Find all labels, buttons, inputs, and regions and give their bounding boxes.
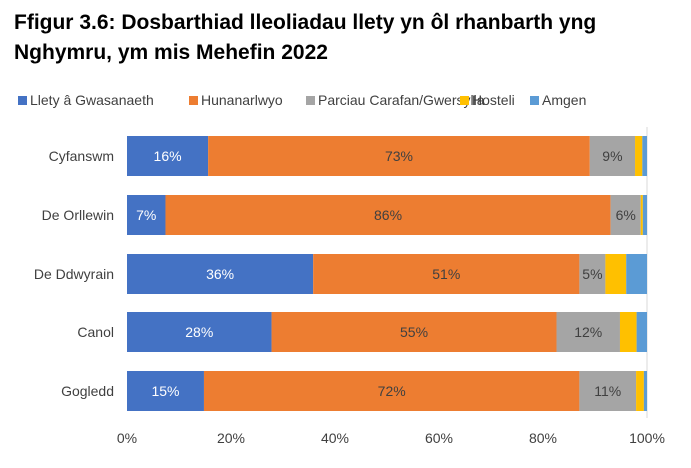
legend-swatch	[18, 96, 27, 105]
legend-label: Amgen	[542, 92, 586, 108]
bar-segment	[165, 195, 611, 235]
bar-segment	[208, 136, 590, 176]
x-tick-label: 0%	[117, 430, 137, 446]
data-label: 28%	[185, 324, 213, 340]
bar-segment	[127, 371, 204, 411]
data-label: 11%	[594, 383, 621, 399]
legend-label: Hunanarlwyo	[201, 92, 283, 108]
data-label: 9%	[602, 148, 622, 164]
bar-segment	[643, 371, 647, 411]
category-label: De Orllewin	[42, 207, 114, 223]
bar-segment	[635, 136, 643, 176]
category-label: De Ddwyrain	[34, 266, 114, 282]
category-label: Canol	[77, 324, 114, 340]
bar-segment	[619, 312, 637, 352]
data-label: 73%	[385, 148, 413, 164]
bar-segment	[271, 312, 557, 352]
bar-segment	[640, 195, 643, 235]
legend-label: Llety â Gwasanaeth	[30, 92, 154, 108]
category-label: Cyfanswm	[49, 148, 114, 164]
bar-segment	[636, 371, 644, 411]
bar-segment	[589, 136, 636, 176]
bar-segment	[642, 195, 647, 235]
legend-swatch	[189, 96, 198, 105]
data-label: 72%	[378, 383, 406, 399]
bar-segment	[127, 312, 272, 352]
bar-segment	[642, 136, 647, 176]
bar-segment	[313, 254, 580, 294]
bar-segment	[626, 254, 647, 294]
bar-segment	[203, 371, 580, 411]
bar-segment	[127, 254, 314, 294]
data-label: 7%	[136, 207, 156, 223]
bar-segment	[556, 312, 620, 352]
bar-segment	[579, 371, 637, 411]
data-label: 36%	[206, 266, 234, 282]
data-label: 15%	[151, 383, 179, 399]
legend-swatch	[306, 96, 315, 105]
chart-title: Ffigur 3.6: Dosbarthiad lleoliadau llety…	[14, 11, 597, 64]
x-tick-label: 40%	[321, 430, 349, 446]
bar-segment	[610, 195, 641, 235]
legend-swatch	[530, 96, 539, 105]
data-label: 12%	[574, 324, 602, 340]
data-label: 6%	[616, 207, 636, 223]
x-tick-label: 100%	[629, 430, 665, 446]
data-label: 55%	[400, 324, 428, 340]
data-label: 86%	[374, 207, 402, 223]
x-tick-label: 20%	[217, 430, 245, 446]
bar-segment	[127, 195, 166, 235]
x-tick-label: 60%	[425, 430, 453, 446]
bar-segment	[636, 312, 647, 352]
bar-segment	[579, 254, 606, 294]
category-label: Gogledd	[61, 383, 114, 399]
legend-label: Hosteli	[472, 92, 515, 108]
legend-label: Parciau Carafan/Gwersylla	[318, 92, 485, 108]
x-tick-label: 80%	[529, 430, 557, 446]
bar-segment	[605, 254, 627, 294]
data-label: 51%	[432, 266, 460, 282]
data-label: 5%	[582, 266, 602, 282]
legend-swatch	[460, 96, 469, 105]
data-label: 16%	[154, 148, 182, 164]
bar-segment	[127, 136, 209, 176]
